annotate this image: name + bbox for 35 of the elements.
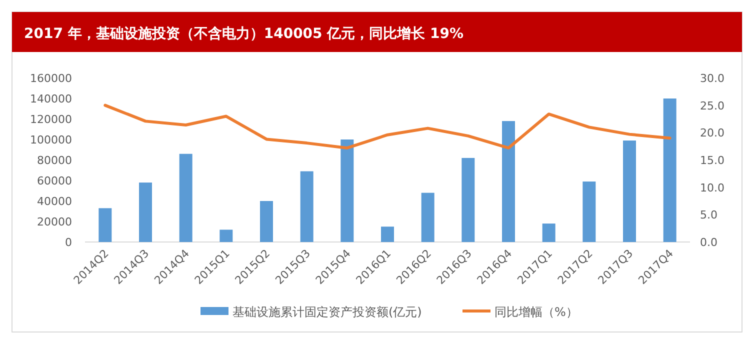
line-series [104,104,672,150]
chart-title: 2017 年，基础设施投资（不含电力）140005 亿元，同比增长 19% [24,26,464,42]
y2-tick-label: 30.0 [700,72,724,85]
bar [381,226,394,242]
bar [462,158,475,242]
y2-tick-label: 10.0 [700,181,724,194]
y-tick-label: 100000 [30,134,72,146]
legend-label: 同比增幅（%） [494,305,578,319]
bar [300,171,314,242]
y-tick-label: 140000 [30,92,72,106]
bar [340,140,354,242]
y-tick-label: 160000 [30,72,72,85]
bar [139,182,152,242]
bar [179,154,192,242]
bar [98,208,112,242]
legend-label: 基础设施累计固定资产投资额(亿元) [232,305,422,319]
bar [502,121,515,242]
y-tick-label: 120000 [30,113,72,126]
y2-tick-label: 15.0 [700,154,724,167]
y2-tick-label: 25.0 [700,99,724,112]
bar [220,230,233,242]
y2-tick-label: 20.0 [700,126,724,140]
y-tick-label: 0 [65,236,72,249]
bar [663,98,676,242]
y2-tick-label: 0.0 [700,236,718,249]
bar [421,192,434,242]
y-tick-label: 20000 [37,216,72,228]
bar [260,201,273,242]
y-tick-label: 60000 [37,174,72,188]
bar [582,182,596,242]
y2-tick-label: 5.0 [700,208,718,222]
y-tick-label: 80000 [37,154,72,167]
bar [542,224,556,242]
bar [623,140,636,242]
y-tick-label: 40000 [37,195,72,208]
